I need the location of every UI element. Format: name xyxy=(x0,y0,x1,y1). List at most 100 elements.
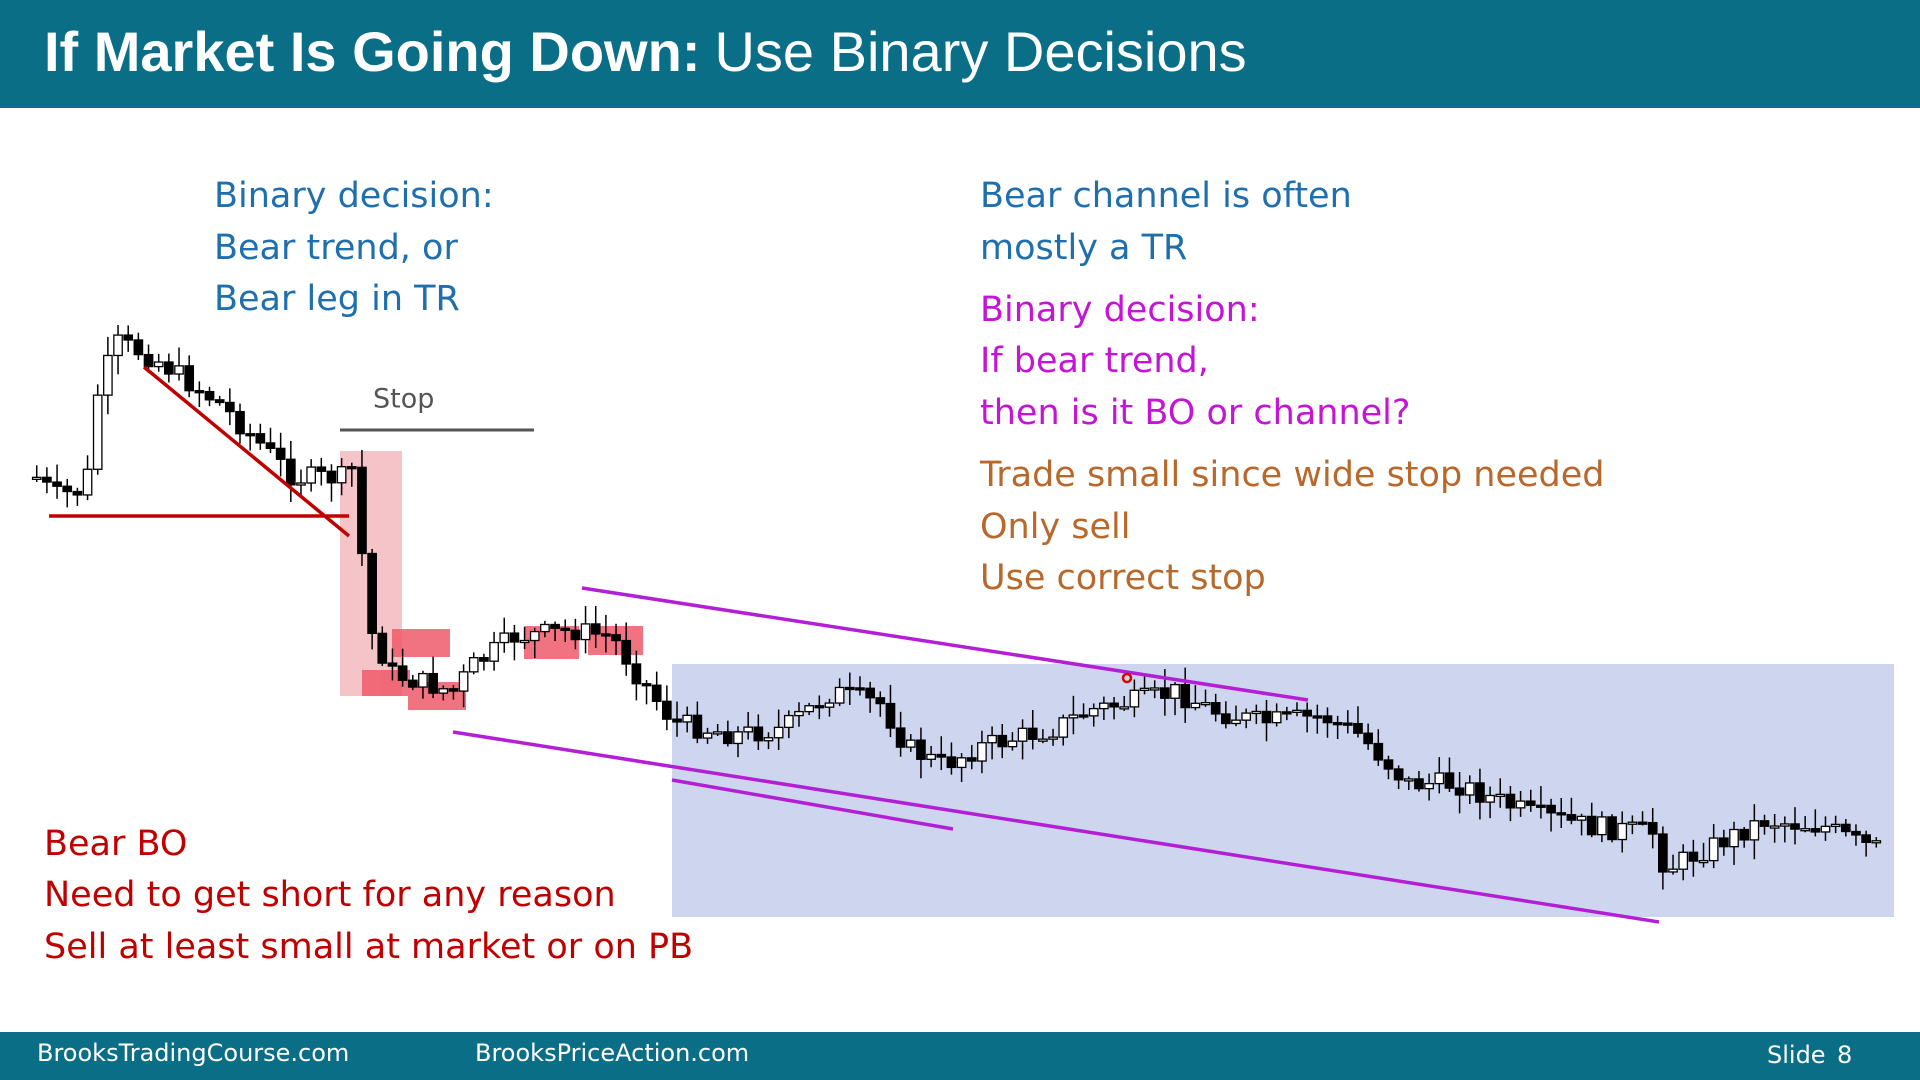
candle-body xyxy=(844,686,855,691)
candle-body xyxy=(875,697,886,705)
candle-body xyxy=(651,684,662,702)
candle-body xyxy=(1109,702,1119,708)
candle-body xyxy=(1312,715,1323,719)
bear-bo-note: Bear BO Need to get short for any reason… xyxy=(44,824,693,967)
candle-body xyxy=(560,627,571,631)
candle-body xyxy=(722,731,733,745)
candle-body xyxy=(1668,868,1678,873)
candle-body xyxy=(1241,712,1252,721)
candle-body xyxy=(306,466,316,484)
candle-body xyxy=(1597,816,1607,836)
candle-body xyxy=(123,334,134,341)
candle-body xyxy=(1414,778,1424,790)
candle-body xyxy=(1810,828,1821,833)
candle-body xyxy=(1678,851,1689,870)
note-line: Sell at least small at market or on PB xyxy=(44,927,693,967)
candle-body xyxy=(1220,713,1231,725)
candle-body xyxy=(1647,821,1658,835)
candle-body xyxy=(1027,727,1038,740)
candle-body xyxy=(1424,782,1434,790)
candle-body xyxy=(1393,768,1404,781)
candle-body xyxy=(611,634,621,642)
candle-body xyxy=(763,737,774,742)
candle-body xyxy=(692,714,703,739)
candle-body xyxy=(1129,689,1140,708)
candle-body xyxy=(997,734,1008,748)
signal-box xyxy=(392,629,450,657)
price-chart xyxy=(31,325,1894,924)
candle-body xyxy=(1078,714,1089,718)
candle-body xyxy=(133,339,144,356)
candle-body xyxy=(1403,778,1414,782)
candle-body xyxy=(1759,820,1770,827)
candle-body xyxy=(1840,823,1851,833)
candle-body xyxy=(1485,794,1495,803)
footer-site: BrooksTradingCourse.com xyxy=(37,1039,349,1067)
candle-body xyxy=(275,447,286,460)
candle-body xyxy=(1536,804,1546,808)
note-line: Use correct stop xyxy=(980,558,1266,598)
candle-body xyxy=(601,633,611,637)
candle-body xyxy=(1099,702,1109,710)
candle-body xyxy=(1546,804,1556,814)
candle-body xyxy=(1525,800,1536,806)
candle-body xyxy=(1820,825,1831,833)
note-line: then is it BO or channel? xyxy=(980,393,1410,433)
candle-body xyxy=(1617,822,1628,841)
candle-body xyxy=(153,361,164,368)
candle-body xyxy=(550,623,560,629)
candle-body xyxy=(855,687,865,691)
candle-body xyxy=(580,623,591,641)
candle-body xyxy=(316,466,327,472)
slide-label: Slide xyxy=(1767,1041,1826,1069)
note-line: Bear BO xyxy=(44,824,187,864)
candle-body xyxy=(72,490,83,496)
candle-body xyxy=(1088,707,1099,717)
note-line: Bear leg in TR xyxy=(214,279,460,319)
candle-body xyxy=(1566,814,1577,821)
candle-body xyxy=(926,753,936,760)
candle-body xyxy=(499,632,510,644)
candle-body xyxy=(1292,709,1302,713)
candle-body xyxy=(479,657,489,662)
candle-body xyxy=(966,757,977,762)
candle-body xyxy=(1749,820,1760,841)
footer-bar xyxy=(0,1032,1920,1080)
candle-body xyxy=(438,688,449,694)
candle-body xyxy=(509,632,520,643)
candle-body xyxy=(174,365,184,375)
candle-body xyxy=(672,718,682,723)
candle-body xyxy=(1861,834,1871,844)
candle-body xyxy=(743,726,754,733)
candle-body xyxy=(1719,837,1729,848)
candle-body xyxy=(529,630,540,642)
candle-body xyxy=(865,687,875,699)
candle-body xyxy=(397,665,408,681)
candle-body xyxy=(1170,683,1180,699)
candle-body xyxy=(1515,800,1526,809)
candles xyxy=(31,325,1882,890)
candle-body xyxy=(92,394,103,470)
candle-body xyxy=(1739,828,1750,841)
candle-body xyxy=(204,390,215,401)
candle-body xyxy=(265,442,276,450)
candle-body xyxy=(214,399,225,404)
candle-body xyxy=(1332,721,1343,726)
candle-body xyxy=(1586,815,1597,836)
candle-body xyxy=(1180,683,1191,709)
trade-note: Trade small since wide stop needed Only … xyxy=(979,455,1605,598)
candle-body xyxy=(1444,772,1455,789)
candle-body xyxy=(753,726,764,742)
candle-body xyxy=(184,365,195,392)
candle-body xyxy=(1708,837,1719,862)
candle-body xyxy=(164,361,174,375)
channel-inner xyxy=(671,778,954,831)
candle-body xyxy=(1261,710,1272,724)
candle-body xyxy=(326,470,337,484)
candle-body xyxy=(1475,782,1485,803)
candle-body xyxy=(1281,711,1292,715)
candle-body xyxy=(590,623,601,635)
candle-body xyxy=(1363,732,1373,745)
candle-body xyxy=(1779,823,1790,827)
